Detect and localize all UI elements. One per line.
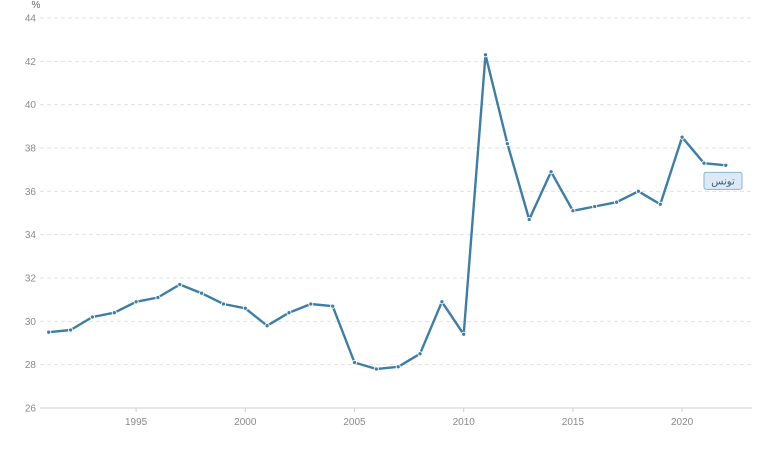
data-point-2020[interactable] xyxy=(679,134,685,140)
data-point-2019[interactable] xyxy=(657,201,663,207)
data-point-2009[interactable] xyxy=(439,299,445,305)
data-point-1997[interactable] xyxy=(177,281,183,288)
y-tick-label-38: 38 xyxy=(25,144,37,155)
x-axis: 1995 2000 2005 2010 2015 2020 xyxy=(125,408,694,428)
data-point-2004[interactable] xyxy=(330,303,336,309)
data-point-2013[interactable] xyxy=(526,216,532,223)
x-tick-label-2015: 2015 xyxy=(562,417,585,428)
series-line-0 xyxy=(47,53,727,371)
x-tick-label-2005: 2005 xyxy=(343,417,366,428)
y-axis: 26 28 30 32 34 36 38 40 42 44 xyxy=(25,14,37,415)
data-point-2007[interactable] xyxy=(395,364,401,370)
y-tick-label-26: 26 xyxy=(25,404,37,415)
data-point-1994[interactable] xyxy=(111,310,117,316)
data-point-2017[interactable] xyxy=(614,199,620,205)
x-tick-label-2020: 2020 xyxy=(671,417,694,428)
gridlines xyxy=(40,17,752,409)
data-point-2018[interactable] xyxy=(635,188,641,194)
data-point-1991[interactable] xyxy=(46,329,52,335)
data-point-1992[interactable] xyxy=(68,327,74,333)
data-point-2000[interactable] xyxy=(242,305,248,311)
data-point-2016[interactable] xyxy=(592,203,598,210)
y-tick-label-40: 40 xyxy=(25,100,37,111)
data-point-2001[interactable] xyxy=(264,323,270,329)
data-point-2003[interactable] xyxy=(308,301,314,307)
data-point-2012[interactable] xyxy=(504,141,510,147)
data-point-2008[interactable] xyxy=(417,351,423,357)
data-point-1996[interactable] xyxy=(155,294,161,301)
series-legend[interactable]: تونس xyxy=(703,171,743,190)
data-point-2006[interactable] xyxy=(373,366,379,372)
y-tick-label-44: 44 xyxy=(25,14,37,25)
data-point-2005[interactable] xyxy=(351,359,358,366)
x-tick-label-1995: 1995 xyxy=(125,417,148,428)
y-tick-label-42: 42 xyxy=(25,57,37,68)
data-point-1993[interactable] xyxy=(89,314,95,320)
y-tick-label-34: 34 xyxy=(25,230,37,241)
data-point-2021[interactable] xyxy=(701,160,707,166)
y-tick-label-36: 36 xyxy=(25,187,37,198)
data-point-1995[interactable] xyxy=(133,299,139,305)
data-point-2002[interactable] xyxy=(286,310,292,316)
x-tick-label-2000: 2000 xyxy=(234,417,257,428)
data-point-1998[interactable] xyxy=(199,290,205,296)
y-tick-label-28: 28 xyxy=(25,360,37,371)
series-layer xyxy=(46,52,729,372)
y-tick-label-30: 30 xyxy=(25,317,37,328)
data-point-1999[interactable] xyxy=(220,301,227,307)
data-point-2014[interactable] xyxy=(548,169,554,175)
y-axis-unit-label: % xyxy=(32,0,41,11)
legend-label: تونس xyxy=(711,176,735,187)
data-point-2015[interactable] xyxy=(570,208,576,214)
data-point-2022[interactable] xyxy=(723,162,729,168)
data-point-2011[interactable] xyxy=(482,52,489,58)
data-point-2010[interactable] xyxy=(461,331,467,337)
y-tick-label-32: 32 xyxy=(25,274,37,285)
x-tick-label-2010: 2010 xyxy=(453,417,476,428)
legend-box[interactable] xyxy=(703,171,743,190)
